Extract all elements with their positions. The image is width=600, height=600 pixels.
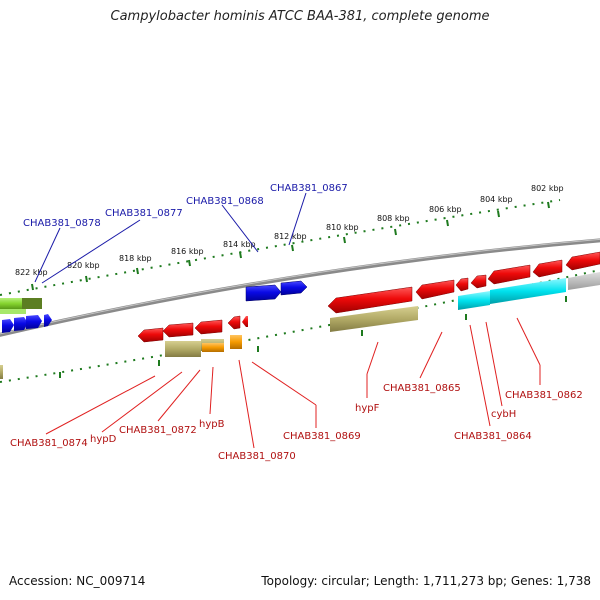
left-features <box>0 298 52 379</box>
scale-label: 806 kbp <box>429 205 462 214</box>
feature-block[interactable] <box>0 365 3 379</box>
gene-arrow[interactable] <box>245 284 282 302</box>
accession-text: Accession: NC_009714 <box>9 574 146 588</box>
upper-labels: CHAB381_0878 CHAB381_0877 CHAB381_0868 C… <box>23 183 348 229</box>
genome-summary-text: Topology: circular; Length: 1,711,273 bp… <box>261 574 591 588</box>
lower-scale <box>0 269 600 383</box>
upper-leaders <box>34 192 307 284</box>
gene-arrow[interactable] <box>532 259 563 278</box>
gene-arrow[interactable] <box>162 322 194 338</box>
scale-label: 816 kbp <box>171 247 204 256</box>
lower-labels: CHAB381_0874 hypD CHAB381_0872 hypB CHAB… <box>10 383 583 462</box>
gene-label[interactable]: CHAB381_0862 <box>505 390 583 401</box>
gene-arrow[interactable] <box>194 319 223 335</box>
feature-block[interactable] <box>490 278 566 304</box>
map-title: Campylobacter hominis ATCC BAA-381, comp… <box>110 9 490 24</box>
feature-block[interactable] <box>458 291 490 310</box>
gene-label[interactable]: CHAB381_0867 <box>270 183 348 194</box>
gene-label[interactable]: CHAB381_0874 <box>10 438 88 449</box>
lower-leaders <box>45 317 541 449</box>
scale-label: 818 kbp <box>119 254 152 263</box>
gene-arrow[interactable] <box>415 279 455 300</box>
feature-block[interactable] <box>202 343 224 352</box>
feature-block[interactable] <box>0 298 42 309</box>
gene-arrow[interactable] <box>455 277 469 292</box>
gene-label[interactable]: hypF <box>355 403 380 414</box>
scale-label: 804 kbp <box>480 195 513 204</box>
scale-labels: 822 kbp 820 kbp 818 kbp 816 kbp 814 kbp … <box>15 184 564 277</box>
minus-strand-genes-left <box>137 315 248 357</box>
plus-strand-genes <box>245 280 308 302</box>
gene-label[interactable]: CHAB381_0865 <box>383 383 461 394</box>
gene-label[interactable]: CHAB381_0878 <box>23 218 101 229</box>
gene-label[interactable]: CHAB381_0870 <box>218 451 296 462</box>
gene-arrow[interactable] <box>14 317 28 331</box>
scale-label: 812 kbp <box>274 232 307 241</box>
gene-label[interactable]: CHAB381_0877 <box>105 208 183 219</box>
gene-label[interactable]: cybH <box>491 409 516 420</box>
feature-block[interactable] <box>165 341 201 357</box>
feature-block[interactable] <box>330 306 418 332</box>
gene-arrow[interactable] <box>227 315 241 330</box>
gene-label[interactable]: CHAB381_0868 <box>186 196 264 207</box>
upper-scale <box>0 199 561 296</box>
scale-label: 802 kbp <box>531 184 564 193</box>
gene-arrow[interactable] <box>44 314 52 327</box>
gene-label[interactable]: hypD <box>90 434 117 445</box>
feature-block[interactable] <box>0 309 26 314</box>
scale-label: 814 kbp <box>223 240 256 249</box>
gene-label[interactable]: CHAB381_0872 <box>119 425 197 436</box>
minus-strand-genes-right <box>327 251 600 332</box>
gene-arrow[interactable] <box>242 316 248 327</box>
gene-arrow[interactable] <box>280 280 308 296</box>
gene-label[interactable]: CHAB381_0864 <box>454 431 532 442</box>
feature-block[interactable] <box>22 298 42 309</box>
gene-arrow[interactable] <box>327 286 413 314</box>
gene-label[interactable]: hypB <box>199 419 225 430</box>
gene-arrow[interactable] <box>565 251 600 271</box>
gene-arrow[interactable] <box>2 319 14 333</box>
genome-backbone <box>0 238 600 337</box>
scale-label: 810 kbp <box>326 223 359 232</box>
gene-arrow[interactable] <box>470 274 487 289</box>
feature-block[interactable] <box>230 335 242 349</box>
gene-label[interactable]: CHAB381_0869 <box>283 431 361 442</box>
scale-label: 808 kbp <box>377 214 410 223</box>
gene-arrow[interactable] <box>137 327 164 343</box>
gene-arrow[interactable] <box>26 315 42 329</box>
gene-arrow[interactable] <box>487 264 531 285</box>
scale-label: 820 kbp <box>67 261 100 270</box>
genome-backbone-highlight <box>0 238 600 335</box>
scale-label: 822 kbp <box>15 268 48 277</box>
feature-block[interactable] <box>568 272 600 290</box>
